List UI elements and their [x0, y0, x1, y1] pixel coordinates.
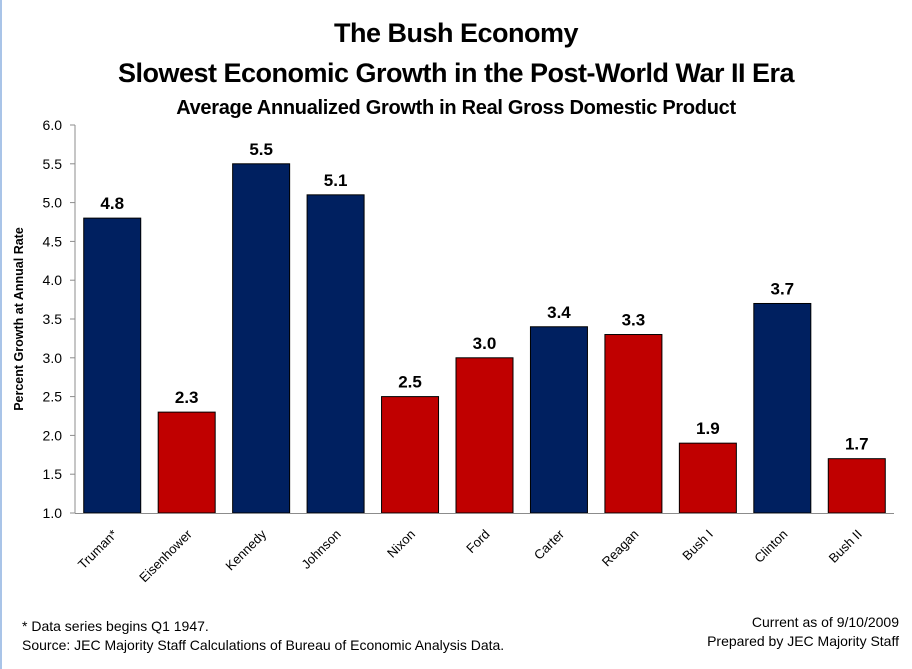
y-tick-label: 3.0: [43, 350, 63, 366]
x-tick-label: Truman*: [75, 527, 121, 573]
data-label: 3.4: [547, 303, 571, 322]
y-axis-label: Percent Growth at Annual Rate: [12, 227, 26, 411]
data-label: 3.0: [473, 334, 497, 353]
y-tick-label: 3.5: [43, 311, 63, 327]
bar-bush-ii: [827, 458, 886, 514]
bar-reagan: [604, 334, 663, 514]
data-label: 1.9: [696, 419, 720, 438]
y-axis: 1.0 1.5 2.0 2.5 3.0 3.5 4.0 4.5 5.0 5.5 6.0: [43, 117, 76, 521]
data-label: 5.1: [324, 171, 348, 190]
value-labels: 4.8 2.3 5.5 5.1 2.5 3.0 3.4 3.3 1.9 3.7 1.7: [100, 140, 868, 454]
y-tick-label: 5.0: [43, 195, 63, 211]
data-label: 3.7: [770, 279, 794, 298]
x-tick-label: Johnson: [298, 527, 343, 572]
bar-ford: [455, 357, 514, 514]
bar-truman: [83, 217, 142, 514]
x-tick-label: Kennedy: [222, 526, 269, 573]
x-tick-label: Reagan: [599, 527, 642, 570]
bar-clinton: [753, 302, 812, 514]
data-label: 1.7: [845, 435, 869, 454]
x-tick-label: Nixon: [384, 527, 418, 561]
y-tick-label: 2.0: [43, 427, 63, 443]
bars: [83, 163, 886, 514]
data-label: 4.8: [100, 194, 124, 213]
x-tick-label: Bush I: [679, 527, 716, 564]
x-tick-label: Carter: [531, 526, 568, 563]
data-label: 2.5: [398, 373, 422, 392]
data-label: 3.3: [622, 311, 646, 330]
y-tick-label: 1.5: [43, 466, 63, 482]
bar-carter: [529, 326, 588, 514]
y-tick-label: 2.5: [43, 389, 63, 405]
chart-subtitle-secondary: Average Annualized Growth in Real Gross …: [176, 97, 736, 119]
y-tick-label: 4.0: [43, 272, 63, 288]
x-tick-label: Clinton: [751, 527, 790, 566]
data-label: 2.3: [175, 388, 199, 407]
prepared-by: Prepared by JEC Majority Staff: [707, 633, 899, 649]
bar-nixon: [381, 396, 440, 514]
x-tick-label: Bush II: [826, 527, 865, 566]
x-tick-label: Eisenhower: [136, 526, 195, 585]
footnote-data-series: * Data series begins Q1 1947.: [22, 618, 209, 634]
footnote-source: Source: JEC Majority Staff Calculations …: [22, 637, 505, 653]
bar-johnson: [306, 194, 365, 514]
chart-subtitle: Slowest Economic Growth in the Post-Worl…: [117, 58, 795, 88]
current-as-of: Current as of 9/10/2009: [751, 614, 899, 630]
x-axis: Truman* Eisenhower Kennedy Johnson Nixon Ford…: [75, 513, 894, 585]
y-tick-label: 5.5: [43, 156, 63, 172]
y-tick-label: 4.5: [43, 233, 63, 249]
y-tick-label: 6.0: [43, 117, 63, 133]
bar-bush-i: [678, 442, 737, 514]
chart-title: The Bush Economy: [333, 18, 579, 48]
bar-eisenhower: [157, 411, 216, 514]
y-tick-label: 1.0: [43, 505, 63, 521]
data-label: 5.5: [249, 140, 273, 159]
x-tick-label: Ford: [463, 527, 493, 557]
bar-kennedy: [232, 163, 291, 514]
window-left-edge: [0, 0, 2, 669]
